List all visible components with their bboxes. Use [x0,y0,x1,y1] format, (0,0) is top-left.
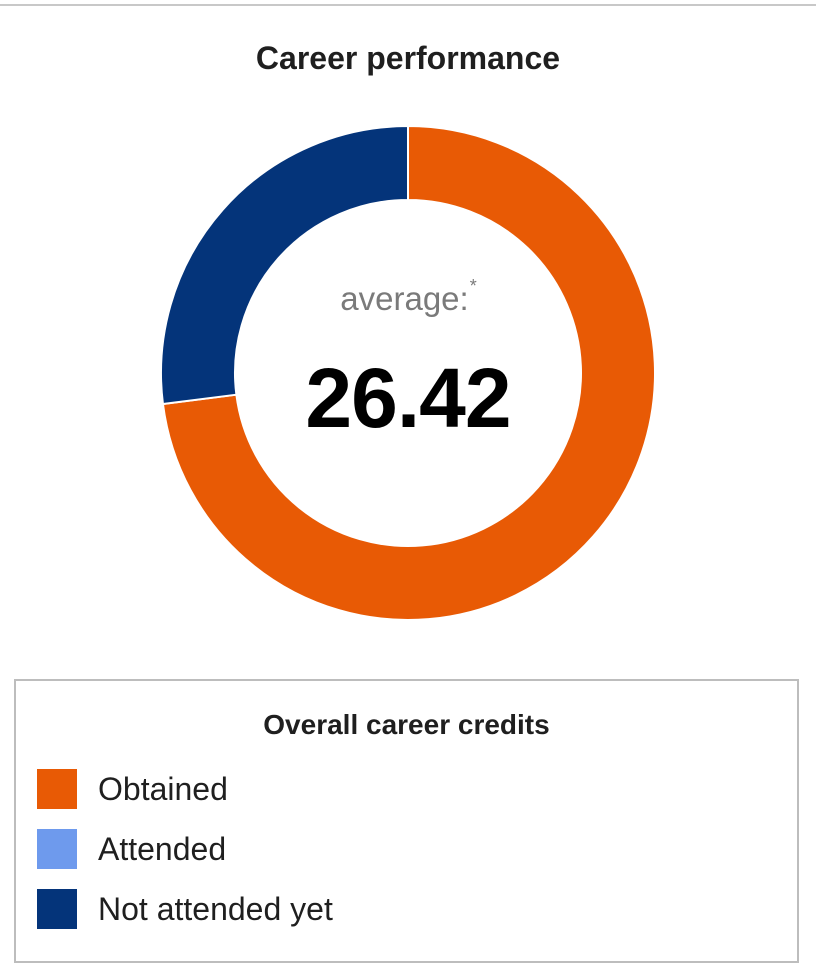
donut-slice-not-attended-yet[interactable] [160,124,409,406]
legend-swatch-attended [37,829,77,869]
top-divider [0,4,816,6]
legend-swatch-not-attended-yet [37,889,77,929]
legend-box: Overall career credits Obtained Attended… [14,679,799,963]
donut-chart [160,124,656,621]
chart-title: Career performance [255,40,561,76]
legend-label-obtained: Obtained [98,770,228,807]
legend-item-attended[interactable]: Attended [37,829,226,869]
legend-item-not-attended-yet[interactable]: Not attended yet [37,889,333,929]
average-label: average:* [0,276,816,318]
legend-label-attended: Attended [98,830,227,867]
average-label-text: average: [340,280,469,317]
donut-slices [160,124,656,621]
donut-slice-obtained[interactable] [161,124,656,621]
average-value: 26.42 [305,351,511,445]
average-footnote-mark: * [469,276,477,296]
legend-swatch-obtained [37,769,77,809]
legend-item-obtained[interactable]: Obtained [37,769,228,809]
legend-title: Overall career credits [263,709,550,740]
legend-label-not-attended-yet: Not attended yet [98,890,333,927]
